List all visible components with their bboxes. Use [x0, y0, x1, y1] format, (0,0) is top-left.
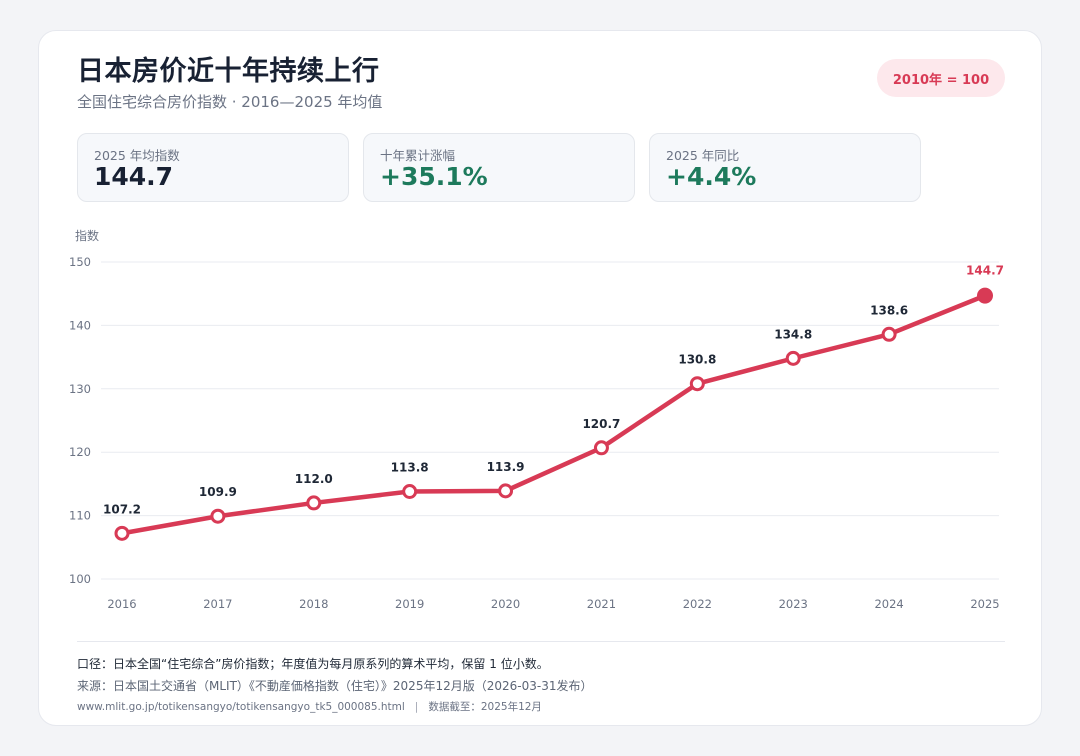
kpi-value: 144.7: [94, 162, 174, 191]
data-label: 113.8: [391, 461, 429, 475]
x-tick-label: 2016: [107, 597, 136, 611]
kpi-label: 2025 年同比: [666, 148, 740, 163]
separator: |: [414, 701, 419, 713]
data-label: 113.9: [487, 460, 525, 474]
data-point: [306, 495, 322, 511]
data-cutoff: 数据截至：2025年12月: [428, 701, 542, 713]
base-year-badge: 2010年 = 100: [877, 59, 1005, 97]
x-tick-label: 2021: [587, 597, 616, 611]
data-label: 134.8: [774, 327, 812, 341]
data-label: 144.7: [966, 264, 1004, 278]
y-tick-label: 110: [69, 509, 91, 523]
kpi-label: 2025 年均指数: [94, 148, 180, 163]
y-tick-label: 140: [69, 318, 91, 332]
series-line: [119, 293, 988, 536]
y-tick-label: 120: [69, 445, 91, 459]
chart-card: 日本房价近十年持续上行 全国住宅综合房价指数 · 2016—2025 年均值 2…: [38, 30, 1042, 726]
data-point-highlight: [977, 287, 993, 304]
x-tick-label: 2017: [203, 597, 232, 611]
y-tick-label: 150: [69, 255, 91, 269]
kpi-card-2025-average: 2025 年均指数 144.7: [77, 133, 349, 202]
source-note: 来源：日本国土交通省（MLIT）《不動産価格指数（住宅）》2025年12月版（2…: [77, 679, 593, 693]
data-label: 120.7: [582, 417, 620, 431]
x-tick-label: 2020: [491, 597, 520, 611]
x-tick-label: 2022: [683, 597, 712, 611]
page-title: 日本房价近十年持续上行: [77, 56, 380, 87]
data-point: [402, 484, 418, 500]
x-tick-label: 2019: [395, 597, 424, 611]
data-point: [498, 483, 514, 499]
kpi-value: +35.1%: [380, 162, 488, 191]
data-label: 109.9: [199, 485, 237, 499]
data-point: [689, 376, 705, 392]
footer-divider: [77, 641, 1005, 642]
data-point: [114, 525, 130, 541]
footer-meta: www.mlit.go.jp/totikensangyo/totikensang…: [77, 699, 542, 714]
data-point: [881, 326, 897, 342]
y-axis-label: 指数: [75, 229, 100, 243]
data-label: 138.6: [870, 303, 908, 317]
data-label: 130.8: [678, 353, 716, 367]
x-tick-label: 2024: [874, 597, 903, 611]
data-point: [593, 440, 609, 456]
y-tick-label: 100: [69, 572, 91, 586]
data-label: 112.0: [295, 472, 333, 486]
x-tick-label: 2025: [970, 597, 999, 611]
kpi-card-2025-yoy: 2025 年同比 +4.4%: [649, 133, 921, 202]
x-tick-label: 2018: [299, 597, 328, 611]
data-label: 107.2: [103, 502, 141, 516]
y-tick-label: 130: [69, 382, 91, 396]
line-chart: 100 110 120 130 140 150 2016 2017 2018 2019 2020 20…: [69, 255, 1004, 611]
kpi-value: +4.4%: [666, 162, 757, 191]
data-point: [785, 350, 801, 366]
methodology-note: 口径：日本全国“住宅综合”房价指数；年度值为每月原系列的算术平均，保留 1 位小…: [77, 657, 549, 671]
data-point: [210, 508, 226, 524]
kpi-card-ten-year-growth: 十年累计涨幅 +35.1%: [363, 133, 635, 202]
page-subtitle: 全国住宅综合房价指数 · 2016—2025 年均值: [77, 93, 383, 111]
kpi-label: 十年累计涨幅: [380, 148, 456, 163]
x-tick-label: 2023: [779, 597, 808, 611]
source-url: www.mlit.go.jp/totikensangyo/totikensang…: [77, 701, 405, 713]
